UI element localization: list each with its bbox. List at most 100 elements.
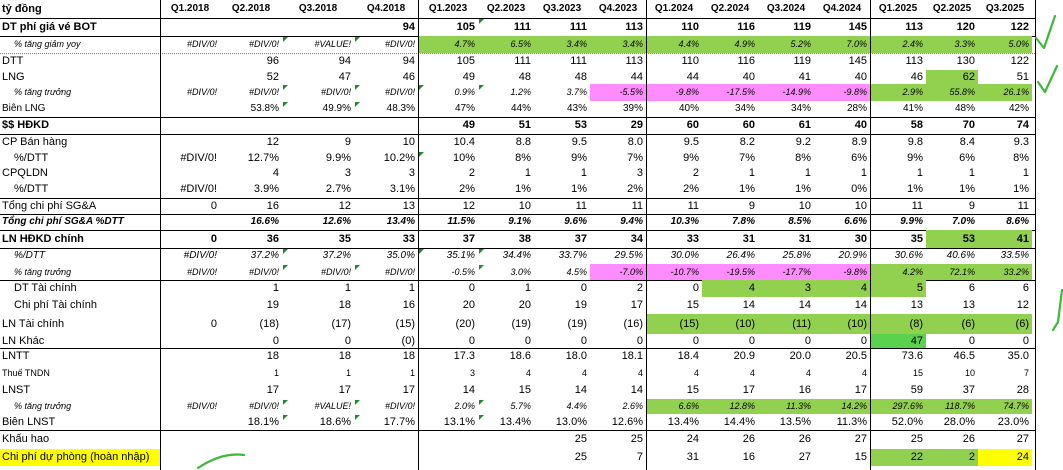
- data-cell[interactable]: [220, 18, 282, 36]
- data-cell[interactable]: #DIV/0!: [384, 87, 415, 97]
- data-cell[interactable]: (6): [926, 314, 978, 334]
- data-cell[interactable]: 35.1%: [446, 250, 475, 261]
- data-cell[interactable]: 1%: [795, 183, 811, 195]
- row-label[interactable]: Biên LNG: [2, 103, 46, 114]
- data-cell[interactable]: 48.3%: [386, 103, 415, 114]
- column-header[interactable]: Q1.2023: [428, 3, 468, 14]
- data-cell[interactable]: 17: [854, 384, 867, 396]
- data-cell[interactable]: 1: [860, 166, 867, 179]
- data-cell[interactable]: 5.0%: [978, 36, 1032, 53]
- data-cell[interactable]: #DIV/0!: [384, 401, 415, 411]
- data-cell[interactable]: -7.0%: [590, 264, 646, 280]
- data-cell[interactable]: 0: [1022, 334, 1029, 347]
- data-cell[interactable]: 18: [402, 350, 415, 362]
- row-label[interactable]: LN HĐKD chính: [2, 232, 84, 245]
- row-label[interactable]: DT phí giá vé BOT: [2, 20, 97, 33]
- data-cell[interactable]: 6%: [851, 151, 867, 164]
- data-cell[interactable]: 46: [910, 70, 923, 83]
- data-cell[interactable]: 18.0: [565, 350, 587, 362]
- data-cell[interactable]: 34: [630, 232, 643, 245]
- column-header[interactable]: Q4.2024: [822, 3, 862, 14]
- row-label[interactable]: DT Tài chính: [14, 282, 77, 294]
- data-cell[interactable]: 47: [870, 334, 926, 348]
- data-cell[interactable]: [354, 117, 418, 134]
- data-cell[interactable]: 60: [742, 119, 755, 131]
- data-cell[interactable]: 11: [631, 199, 643, 212]
- data-cell[interactable]: 1: [580, 166, 587, 179]
- data-cell[interactable]: 0: [580, 282, 587, 294]
- data-cell[interactable]: #DIV/0!: [248, 266, 279, 277]
- data-cell[interactable]: 18.6: [509, 350, 531, 362]
- data-cell[interactable]: 9.9%: [900, 216, 923, 227]
- data-cell[interactable]: 3: [636, 166, 643, 179]
- data-cell[interactable]: 13.5%: [779, 415, 811, 428]
- data-cell[interactable]: 5.7%: [510, 401, 531, 411]
- row-label[interactable]: LN Khác: [2, 334, 45, 347]
- data-cell[interactable]: 26: [962, 433, 975, 445]
- data-cell[interactable]: 9.1%: [508, 216, 531, 227]
- data-cell[interactable]: 49: [462, 70, 475, 83]
- data-cell[interactable]: 44%: [510, 103, 531, 114]
- data-cell[interactable]: 0: [692, 282, 699, 294]
- data-cell[interactable]: 13.4%: [499, 415, 531, 428]
- data-cell[interactable]: 16: [798, 384, 811, 396]
- data-cell[interactable]: 49: [462, 119, 475, 131]
- data-cell[interactable]: 41%: [902, 103, 923, 114]
- data-cell[interactable]: 52.0%: [891, 415, 923, 428]
- data-cell[interactable]: 8.9: [851, 136, 867, 148]
- data-cell[interactable]: 37: [462, 232, 475, 245]
- data-cell[interactable]: 53.8%: [250, 103, 279, 114]
- data-cell[interactable]: #DIV/0!: [186, 401, 217, 411]
- data-cell[interactable]: 5.2%: [758, 36, 814, 53]
- data-cell[interactable]: #DIV/0!: [186, 39, 217, 49]
- data-cell[interactable]: 10: [854, 199, 867, 212]
- data-cell[interactable]: 3: [469, 368, 475, 378]
- data-cell[interactable]: 35.0%: [386, 250, 415, 261]
- data-cell[interactable]: 44: [686, 70, 699, 83]
- data-cell[interactable]: 35: [910, 232, 923, 245]
- data-cell[interactable]: -9.8%: [814, 264, 870, 280]
- data-cell[interactable]: 4.4%: [566, 401, 587, 411]
- data-cell[interactable]: 26.4%: [726, 250, 755, 261]
- data-cell[interactable]: 18: [338, 299, 351, 311]
- data-cell[interactable]: 48: [574, 70, 587, 83]
- row-label[interactable]: Chi phí dự phòng (hoàn nhập): [0, 449, 160, 466]
- data-cell[interactable]: #VALUE!: [314, 39, 351, 49]
- data-cell[interactable]: 3.7%: [566, 87, 587, 97]
- column-header[interactable]: Q1.2024: [654, 3, 694, 14]
- data-cell[interactable]: 25: [910, 433, 923, 445]
- data-cell[interactable]: [354, 430, 418, 449]
- data-cell[interactable]: 41: [978, 230, 1032, 248]
- data-cell[interactable]: #DIV/0!: [186, 87, 217, 97]
- data-cell[interactable]: [418, 449, 478, 466]
- data-cell[interactable]: [418, 430, 478, 449]
- data-cell[interactable]: 7.0%: [814, 36, 870, 53]
- data-cell[interactable]: 12: [1016, 299, 1029, 311]
- data-cell[interactable]: 6%: [959, 151, 975, 164]
- data-cell[interactable]: 4.4%: [646, 36, 702, 53]
- data-cell[interactable]: 1: [273, 368, 279, 378]
- data-cell[interactable]: 39%: [622, 103, 643, 114]
- data-cell[interactable]: 1: [804, 166, 811, 179]
- data-cell[interactable]: -9.8%: [814, 84, 870, 101]
- data-cell[interactable]: [220, 430, 282, 449]
- data-cell[interactable]: 15: [912, 368, 923, 378]
- data-cell[interactable]: [282, 117, 354, 134]
- data-cell[interactable]: 30: [854, 232, 867, 245]
- data-cell[interactable]: [220, 117, 282, 134]
- column-header[interactable]: Q2.2018: [231, 3, 271, 14]
- data-cell[interactable]: 0: [524, 334, 531, 347]
- data-cell[interactable]: 2: [692, 166, 699, 179]
- row-label[interactable]: CPQLDN: [2, 166, 48, 179]
- data-cell[interactable]: 30.0%: [670, 250, 699, 261]
- column-header[interactable]: Q3.2018: [298, 3, 338, 14]
- data-cell[interactable]: 37: [962, 384, 975, 396]
- data-cell[interactable]: 37.2%: [322, 250, 351, 261]
- row-label[interactable]: % tăng giảm yoy: [14, 39, 81, 49]
- data-cell[interactable]: 3: [344, 166, 351, 179]
- data-cell[interactable]: 10: [964, 368, 975, 378]
- row-label[interactable]: Chi phí Tài chính: [14, 299, 97, 311]
- data-cell[interactable]: 6.6%: [646, 399, 702, 414]
- data-cell[interactable]: 116: [737, 20, 755, 33]
- data-cell[interactable]: 10: [798, 199, 811, 212]
